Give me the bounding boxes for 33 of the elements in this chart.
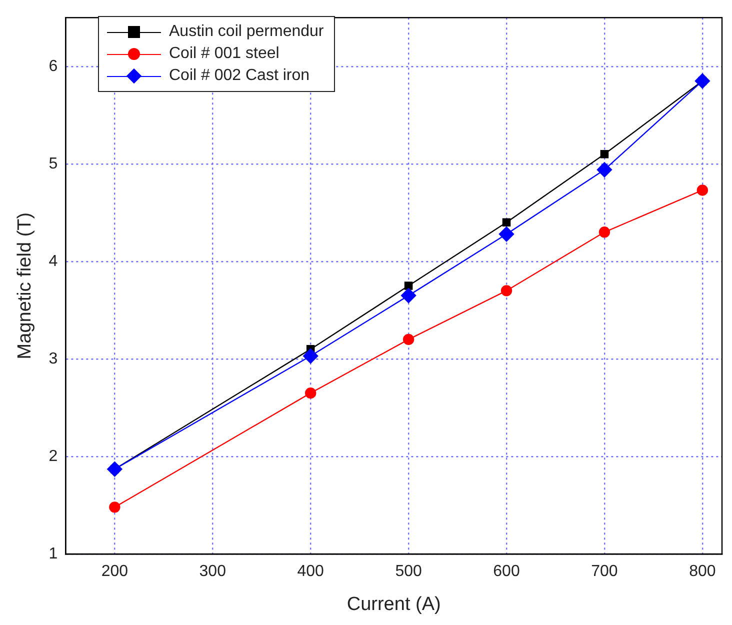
point — [502, 218, 511, 227]
point — [402, 334, 414, 346]
point — [696, 184, 708, 196]
point — [304, 387, 316, 399]
point — [500, 285, 512, 296]
point — [498, 226, 514, 242]
x-tick-label: 400 — [297, 563, 324, 580]
point — [596, 162, 612, 178]
point — [107, 462, 122, 477]
point — [302, 348, 318, 364]
point — [694, 73, 710, 89]
x-tick-label: 300 — [199, 563, 226, 580]
x-tick-label: 800 — [689, 563, 716, 580]
y-tick-label: 5 — [48, 155, 58, 172]
point — [598, 226, 610, 238]
point — [404, 282, 413, 290]
y-tick-label: 6 — [48, 58, 58, 75]
x-tick-label: 200 — [101, 563, 128, 580]
legend-label: Coil # 002 Cast iron — [169, 67, 310, 85]
point — [400, 288, 416, 304]
point — [600, 150, 609, 158]
x-tick-label: 500 — [395, 563, 422, 580]
y-tick-label: 3 — [48, 350, 58, 368]
legend-label: Austin coil permendur — [169, 23, 324, 41]
y-tick-label: 2 — [48, 448, 58, 465]
point — [109, 502, 120, 513]
x-tick-label: 700 — [591, 563, 618, 580]
y-axis-title: Magnetic field (T) — [14, 212, 36, 360]
y-tick-label: 4 — [48, 252, 58, 270]
x-axis-title: Current (A) — [346, 594, 441, 615]
y-tick-label: 1 — [48, 545, 58, 562]
x-tick-label: 600 — [493, 563, 520, 580]
legend-label: Coil # 001 steel — [169, 45, 280, 63]
